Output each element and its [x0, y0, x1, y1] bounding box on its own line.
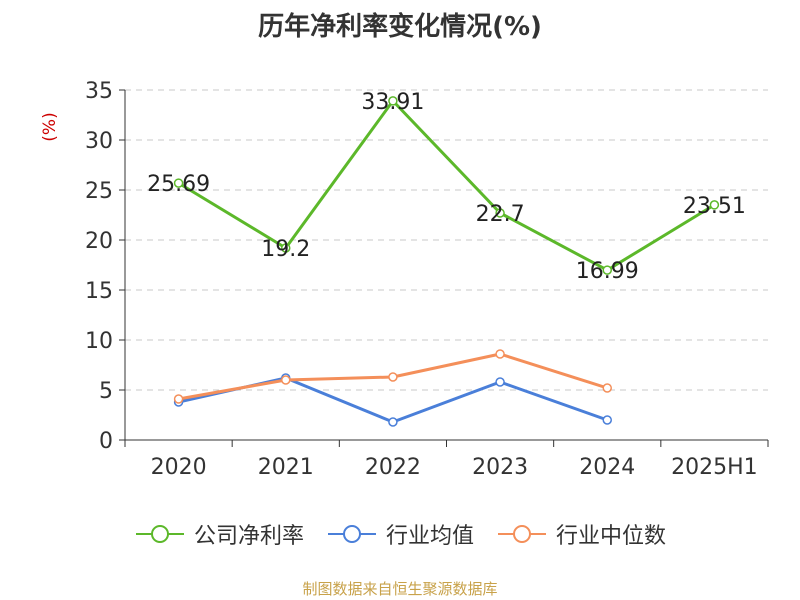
x-tick-label: 2024 — [579, 455, 635, 480]
chart-title: 历年净利率变化情况(%) — [258, 12, 542, 42]
data-label: 16.99 — [576, 259, 639, 284]
legend-marker-icon — [327, 525, 376, 543]
legend-marker-icon — [498, 525, 546, 543]
data-label: 23.51 — [683, 194, 746, 219]
series-line — [177, 99, 716, 272]
series-line — [178, 376, 608, 424]
data-point — [388, 372, 398, 382]
data-labels: 25.69 19.2 33.91 22.7 16.99 23.51 — [147, 90, 746, 284]
legend: 公司净利率 行业均值 行业中位数 — [0, 518, 800, 550]
x-tick-label: 2021 — [258, 455, 314, 480]
y-tick-label: 15 — [85, 279, 113, 304]
data-point — [709, 200, 720, 210]
y-tick-label: 35 — [85, 79, 113, 104]
data-label: 33.91 — [361, 90, 424, 115]
legend-label: 公司净利率 — [193, 524, 304, 549]
x-tick-label: 2022 — [365, 455, 421, 480]
y-tick-label: 30 — [85, 129, 113, 154]
legend-item-industry-mean[interactable]: 行业均值 — [326, 518, 474, 550]
data-point — [495, 208, 505, 218]
data-point — [602, 383, 612, 393]
x-tick-label: 2025H1 — [671, 455, 758, 480]
legend-marker-icon — [135, 525, 184, 543]
x-tick-label: 2020 — [151, 455, 207, 480]
legend-item-company[interactable]: 公司净利率 — [134, 518, 304, 550]
legend-item-industry-median[interactable]: 行业中位数 — [496, 518, 666, 550]
y-tick-label: 5 — [99, 379, 113, 404]
data-point — [281, 375, 291, 385]
data-point — [281, 243, 291, 253]
data-point — [173, 394, 184, 404]
legend-label: 行业均值 — [385, 524, 474, 549]
series-lines — [173, 96, 720, 427]
data-point — [495, 349, 505, 359]
data-point — [602, 265, 612, 275]
y-tick-label: 20 — [85, 229, 113, 254]
data-point — [602, 415, 612, 425]
legend-label: 行业中位数 — [556, 524, 667, 549]
data-point — [173, 178, 184, 188]
axes: 0 5 10 15 20 25 30 35 2020 2021 2022 2023 2024 2025H1 — [85, 79, 769, 480]
data-label: 22.7 — [476, 202, 525, 227]
y-tick-label: 10 — [85, 329, 113, 354]
data-point — [495, 377, 505, 387]
data-point — [388, 417, 398, 427]
x-tick-label: 2023 — [472, 455, 528, 480]
gridlines — [125, 89, 768, 391]
data-point — [388, 96, 398, 106]
data-source-note: 制图数据来自恒生聚源数据库 — [302, 580, 498, 598]
y-tick-label: 25 — [85, 179, 113, 204]
data-label: 25.69 — [147, 172, 210, 197]
y-tick-label: 0 — [99, 429, 113, 454]
data-label: 19.2 — [261, 237, 310, 262]
